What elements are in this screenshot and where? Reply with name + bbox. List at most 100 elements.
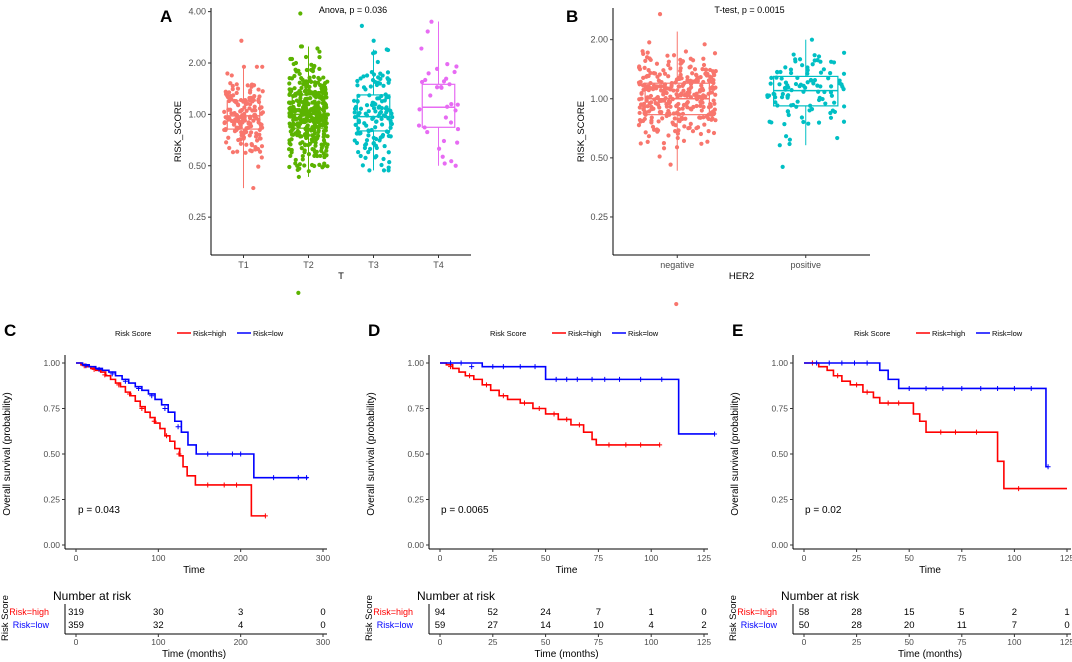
data-point — [671, 88, 676, 93]
y-tick-label: 0.25 — [43, 495, 60, 505]
data-point — [651, 83, 657, 88]
data-point — [701, 56, 706, 61]
data-point — [259, 111, 264, 116]
data-point — [444, 76, 449, 81]
y-axis-title: RISK_SCORE — [576, 101, 587, 162]
censor-mark — [623, 442, 629, 448]
risk-count: 4 — [238, 620, 243, 631]
data-point — [232, 121, 237, 127]
data-point — [257, 132, 262, 137]
data-point — [662, 88, 667, 93]
data-point — [296, 103, 302, 108]
data-point — [643, 58, 648, 63]
data-point — [691, 104, 696, 110]
data-point — [702, 122, 707, 127]
data-point — [694, 103, 699, 109]
data-point — [668, 104, 673, 109]
data-point — [309, 128, 314, 133]
data-point — [442, 161, 447, 166]
data-point — [321, 121, 327, 126]
x-tick-label: T2 — [303, 260, 314, 270]
data-point — [376, 75, 381, 80]
data-point — [316, 107, 321, 113]
data-point — [296, 174, 301, 180]
survival-curve — [440, 362, 715, 435]
data-point — [783, 80, 789, 85]
data-point — [449, 102, 454, 107]
data-point — [693, 78, 698, 84]
data-point — [812, 53, 817, 58]
risk-count: 94 — [435, 607, 446, 618]
data-point — [317, 162, 322, 167]
risk-count: 1 — [1064, 607, 1069, 618]
data-point — [361, 74, 366, 79]
data-point — [367, 168, 372, 173]
data-point — [701, 62, 707, 68]
censor-mark — [229, 451, 235, 457]
box — [421, 83, 456, 128]
y-tick-label: 4.00 — [188, 7, 206, 17]
data-point — [672, 116, 677, 121]
data-point — [316, 75, 321, 81]
p-value: p = 0.0065 — [441, 505, 489, 516]
data-point — [352, 114, 358, 120]
data-point — [319, 148, 324, 153]
censor-mark — [638, 442, 644, 448]
data-point — [706, 128, 711, 134]
censor-mark — [109, 371, 115, 377]
data-point — [641, 118, 646, 123]
risk-table-title: Number at risk — [53, 589, 132, 603]
data-point — [245, 83, 250, 88]
data-point — [257, 94, 262, 99]
data-point — [230, 150, 236, 155]
data-point — [225, 71, 230, 76]
y-tick-label: 0.00 — [771, 540, 788, 550]
stat-annotation: T-test, p = 0.0015 — [714, 5, 784, 15]
risk-count: 50 — [799, 620, 810, 631]
data-point — [238, 137, 243, 142]
censor-mark — [553, 376, 559, 382]
data-point — [443, 115, 448, 120]
risk-count: 59 — [435, 620, 446, 631]
data-point — [321, 75, 326, 80]
data-point — [373, 79, 378, 85]
data-point — [312, 93, 317, 98]
data-point — [828, 71, 833, 76]
data-point — [297, 162, 303, 167]
data-point — [293, 67, 298, 72]
risk-x-tick-label: 50 — [904, 637, 914, 647]
x-tick-label: T4 — [433, 260, 444, 270]
data-point — [661, 92, 666, 97]
censor-mark — [978, 385, 984, 391]
data-point — [369, 69, 374, 75]
data-point — [377, 81, 383, 86]
data-point — [709, 79, 714, 84]
data-point — [772, 92, 777, 97]
data-point — [782, 121, 787, 127]
data-point — [298, 121, 303, 126]
data-point — [226, 135, 231, 140]
data-point — [700, 67, 705, 72]
data-point — [299, 146, 304, 151]
censor-mark — [638, 376, 644, 382]
data-point — [811, 81, 816, 86]
risk-x-axis-title: Time (months) — [534, 649, 598, 660]
data-point — [300, 153, 305, 159]
data-point — [700, 100, 705, 105]
data-point — [655, 74, 660, 79]
data-point — [658, 88, 664, 93]
censor-mark — [234, 482, 240, 488]
data-point — [356, 120, 362, 125]
data-point — [712, 51, 718, 56]
data-point — [230, 87, 235, 92]
censor-mark — [262, 513, 268, 519]
censor-mark — [938, 429, 944, 435]
data-point — [228, 94, 233, 99]
y-axis-title: RISK_SCORE — [173, 101, 184, 162]
censor-mark — [885, 400, 891, 406]
data-point — [259, 155, 264, 160]
data-point — [287, 164, 292, 170]
data-point — [657, 84, 662, 89]
data-point — [713, 85, 718, 90]
data-point — [379, 106, 384, 111]
